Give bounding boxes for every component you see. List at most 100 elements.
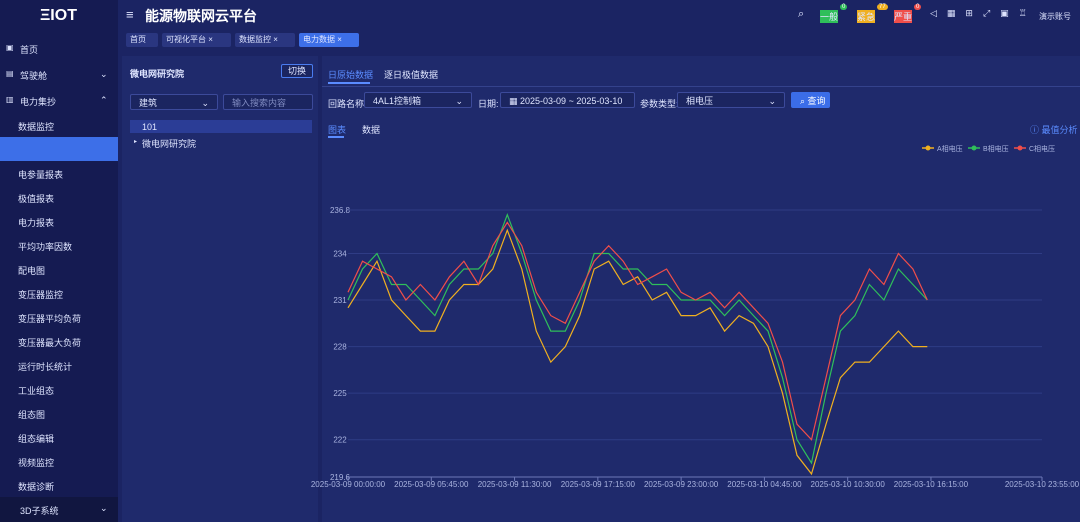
x-tick-label: 2025-03-09 00:00:00 [311, 480, 386, 489]
menu-active [0, 137, 118, 161]
submenu-item[interactable]: 平均功率因数 [18, 242, 73, 252]
page-tab[interactable]: 首页 [126, 33, 158, 47]
main-panel: 日原始数据 逐日极值数据 回路名称: 4AL1控制箱 ⌄ 日期: ▦ 2025-0… [322, 56, 1080, 522]
submenu-item[interactable]: 数据监控 [18, 122, 55, 132]
query-button[interactable]: ⌕ 查询 [791, 92, 830, 108]
select-value: 建筑 [139, 98, 158, 108]
switch-button[interactable]: 切换 [281, 64, 314, 78]
y-tick-label: 236.8 [330, 206, 351, 215]
page-tab[interactable]: 电力数据 × [299, 33, 359, 47]
submenu-item[interactable]: 配电图 [18, 266, 46, 276]
submenu-item[interactable]: 工业组态 [18, 386, 55, 396]
submenu-item[interactable]: 组态编辑 [18, 434, 55, 444]
x-tick-label: 2025-03-10 04:45:00 [727, 480, 802, 489]
submenu-item[interactable]: 运行时长统计 [18, 362, 73, 372]
legend-dot [1017, 145, 1023, 151]
menu-icon: ▥ [6, 95, 14, 104]
date-to: 2025-03-10 [576, 96, 623, 106]
y-tick-label: 225 [333, 389, 347, 398]
toolbar-icons[interactable]: ◁▦⊞⤢▣♖ [930, 8, 1037, 18]
sidebar: ΞIOT 首页驾驶舱电力集抄数据监控电力数据电参量报表极值报表电力报表平均功率因… [0, 0, 118, 522]
tab-label: 电力数据 [303, 35, 335, 44]
view-tab[interactable]: 图表 [328, 125, 347, 135]
header: ≡ 能源物联网云平台 ⌕ ◁▦⊞⤢▣♖ 演示账号 一般 0 紧急 77 严重 0 [118, 0, 1080, 30]
menu-item[interactable]: 3D子系统 [20, 506, 59, 516]
x-tick-label: 2025-03-10 23:55:00 [1005, 480, 1080, 489]
search-icon[interactable]: ⌕ [798, 8, 805, 20]
circuit-select[interactable]: 4AL1控制箱 ⌄ [364, 92, 472, 108]
x-tick-label: 2025-03-09 05:45:00 [394, 480, 469, 489]
button-text: 查询 [807, 96, 826, 106]
series-line [347, 228, 928, 476]
menu-item[interactable]: 首页 [20, 45, 39, 55]
menu-bottom-bg [0, 497, 118, 522]
submenu-item[interactable]: 变压器监控 [18, 290, 64, 300]
type-select[interactable]: 建筑 ⌄ [130, 94, 218, 110]
app-title: 能源物联网云平台 [145, 8, 257, 24]
data-tab[interactable]: 日原始数据 [328, 70, 374, 80]
tab-label: 数据监控 [239, 35, 271, 44]
series-line [347, 221, 928, 441]
date-from: 2025-03-09 [520, 96, 567, 106]
alert-count: 77 [877, 4, 888, 10]
select-value: 4AL1控制箱 [373, 96, 422, 106]
menu-toggle[interactable]: ≡ [126, 7, 134, 22]
field-label: 参数类型: [640, 99, 679, 109]
x-tick-label: 2025-03-09 23:00:00 [644, 480, 719, 489]
submenu-item[interactable]: 电参量报表 [18, 170, 64, 180]
field-label: 日期: [478, 99, 499, 109]
legend-label: C相电压 [1029, 144, 1055, 153]
alert-count: 0 [914, 4, 922, 10]
search-input[interactable]: 输入搜索内容 [223, 94, 313, 110]
legend-label: A相电压 [937, 144, 963, 153]
menu-icon: ▤ [6, 69, 14, 78]
link-text: 最值分析 [1041, 125, 1078, 135]
x-tick-label: 2025-03-10 16:15:00 [894, 480, 969, 489]
series-line [347, 212, 928, 465]
submenu-item[interactable]: 变压器最大负荷 [18, 338, 82, 348]
param-select[interactable]: 相电压 ⌄ [677, 92, 785, 108]
tab-label: 首页 [130, 35, 146, 44]
date-range[interactable]: ▦ 2025-03-09 ~ 2025-03-10 [500, 92, 635, 108]
user[interactable]: 演示账号 [1039, 12, 1071, 21]
panel-title: 微电网研究院 [130, 69, 185, 79]
alert-badge[interactable]: 严重 [894, 10, 913, 23]
field-label: 回路名称: [328, 99, 367, 109]
y-tick-label: 234 [333, 249, 347, 258]
menu-arrow: ⌃ [100, 95, 108, 105]
y-tick-label: 219.6 [330, 473, 351, 482]
left-panel: 微电网研究院 切换 建筑 ⌄ 输入搜索内容 101 ▸ 微电网研究院 [122, 56, 318, 522]
y-tick-label: 231 [333, 296, 347, 305]
alert-count: 0 [840, 4, 848, 10]
logo: ΞIOT [40, 7, 77, 24]
select-value: 相电压 [686, 96, 714, 106]
y-tick-label: 222 [333, 436, 347, 445]
tree-selected [130, 120, 312, 133]
menu-arrow: ⌄ [100, 503, 108, 513]
submenu-item[interactable]: 组态图 [18, 410, 46, 420]
view-tab[interactable]: 数据 [362, 125, 381, 135]
tab-label: 可视化平台 [166, 35, 206, 44]
submenu-item[interactable]: 视频监控 [18, 458, 55, 468]
data-tab[interactable]: 逐日极值数据 [384, 70, 439, 80]
menu-item[interactable]: 驾驶舱 [20, 71, 48, 81]
x-tick-label: 2025-03-10 10:30:00 [811, 480, 886, 489]
page-tab[interactable]: 可视化平台 × [162, 33, 231, 47]
submenu-item[interactable]: 变压器平均负荷 [18, 314, 82, 324]
tree-node[interactable]: 101 [142, 122, 158, 132]
alert-badge[interactable]: 一般 [820, 10, 839, 23]
submenu-item[interactable]: 数据诊断 [18, 482, 55, 492]
page-tab[interactable]: 数据监控 × [235, 33, 295, 47]
submenu-item[interactable]: 电力报表 [18, 218, 55, 228]
submenu-item[interactable]: 极值报表 [18, 194, 55, 204]
x-tick-label: 2025-03-09 17:15:00 [561, 480, 636, 489]
menu-item[interactable]: 电力集抄 [20, 97, 57, 107]
legend-dot [925, 145, 931, 151]
alert-badge[interactable]: 紧急 [857, 10, 876, 23]
x-tick-label: 2025-03-09 11:30:00 [478, 480, 552, 489]
analysis-link[interactable]: ⓘ 最值分析 [1030, 125, 1078, 135]
date-sep: ~ [568, 96, 574, 106]
tree-node[interactable]: 微电网研究院 [142, 139, 197, 149]
